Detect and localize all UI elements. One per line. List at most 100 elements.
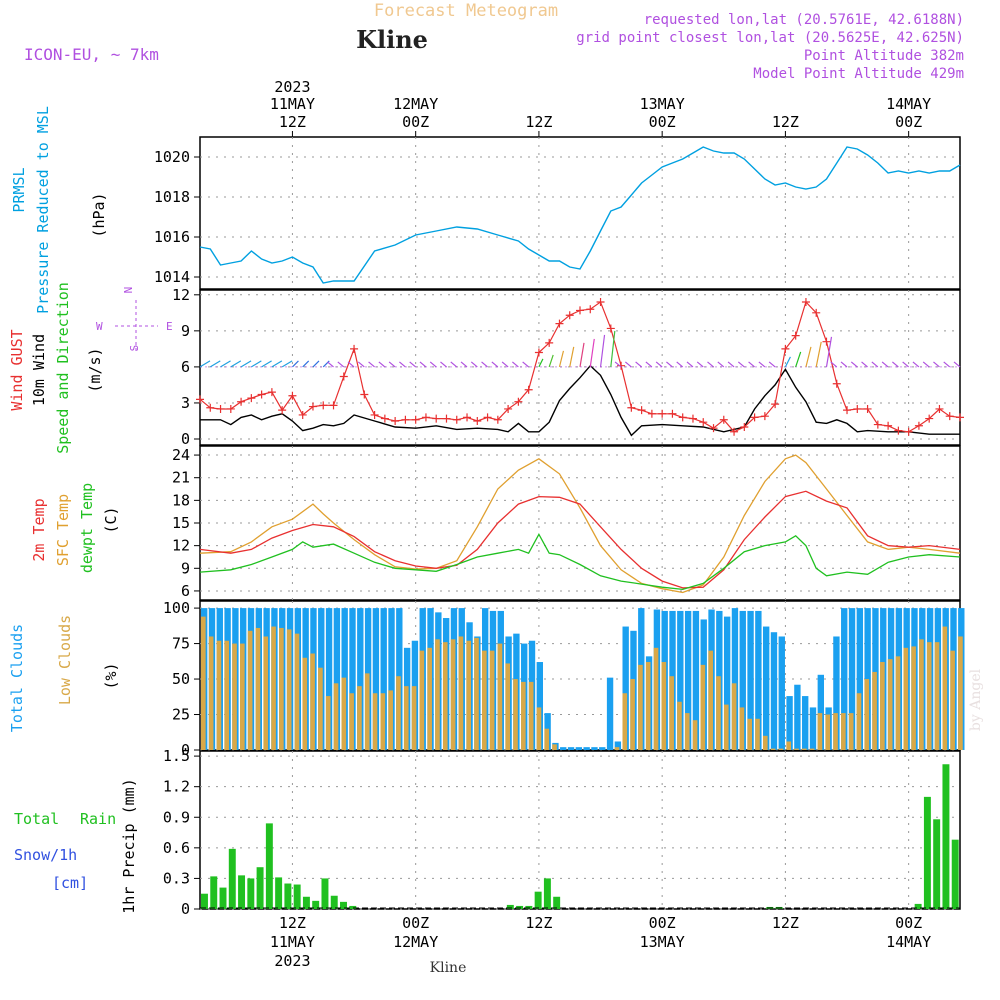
temp-tick-label: 6: [181, 582, 190, 600]
wind-direction-arrow: [357, 361, 365, 368]
low-clouds-bar: [809, 748, 815, 750]
location-name: Kline: [356, 25, 428, 54]
temp-label-3: dewpt Temp: [78, 483, 96, 573]
precip-label-total: Total: [14, 810, 59, 828]
low-clouds-bar: [505, 663, 511, 750]
low-clouds-bar: [762, 735, 768, 750]
wind-gust-marker: [606, 324, 615, 333]
wind-gust-marker: [452, 415, 461, 424]
compass-e: E: [166, 320, 173, 333]
wind-gust-marker: [401, 415, 410, 424]
total-clouds-bar: [536, 662, 543, 750]
wind-gust-marker: [565, 311, 574, 320]
precip-tick-label: 0: [181, 900, 190, 918]
wind-direction-arrow: [850, 361, 858, 368]
total-clouds-bar: [591, 747, 598, 750]
wind-gust-marker: [442, 414, 451, 423]
precip-label-rain: Rain: [80, 810, 116, 828]
wind-gust-marker: [925, 414, 934, 423]
bottom-year-label: 2023: [274, 952, 310, 970]
top-date-label: 11MAY: [270, 95, 315, 113]
wind-direction-arrow: [655, 361, 663, 368]
precip-bar: [942, 764, 950, 909]
wind-direction-arrow: [717, 361, 725, 368]
wind-gust-marker: [576, 306, 584, 315]
wind-gust-marker: [709, 424, 718, 433]
total-clouds-bar: [575, 747, 583, 750]
pressure-tick-label: 1014: [154, 268, 190, 286]
low-clouds-bar: [958, 636, 963, 750]
precip-bar: [349, 905, 357, 909]
low-clouds-bar: [614, 747, 620, 750]
wind-direction-arrow: [337, 361, 345, 368]
footer-location: Kline: [430, 960, 467, 976]
precip-bar: [238, 875, 246, 909]
chart-title: Forecast Meteogram: [374, 1, 558, 21]
wind-direction-arrow: [696, 361, 704, 368]
total-clouds-bar: [786, 696, 793, 750]
wind-direction-arrow: [599, 334, 606, 367]
wind-gust-marker: [791, 331, 800, 340]
low-clouds-bar: [411, 686, 417, 750]
low-clouds-bar: [825, 714, 831, 750]
precip-bar: [951, 839, 959, 909]
low-clouds-bar: [872, 671, 877, 750]
low-clouds-bar: [302, 657, 308, 750]
low-clouds-bar: [841, 713, 846, 750]
wind-label-2: 10m Wind: [30, 334, 48, 406]
wind-direction-arrow: [825, 336, 833, 367]
precip-bar: [923, 796, 931, 909]
total-clouds-bar: [802, 696, 809, 750]
wind-direction-arrow: [538, 358, 544, 368]
wind-gust-marker: [832, 379, 841, 388]
low-clouds-bar: [294, 633, 300, 750]
low-clouds-bar: [895, 656, 901, 750]
clouds-tick-label: 25: [172, 706, 190, 724]
low-clouds-bar: [880, 662, 885, 750]
low-clouds-bar: [201, 616, 206, 750]
clouds-tick-label: 100: [163, 599, 190, 617]
sfc-temp-line: [199, 454, 961, 594]
precip-tick-label: 0.3: [163, 869, 190, 887]
wind-tick-label: 6: [181, 358, 190, 376]
precip-bar: [534, 891, 542, 909]
wind-direction-arrow: [645, 361, 653, 368]
low-clouds-bar: [887, 659, 893, 750]
wind-direction-arrow: [261, 360, 272, 368]
pressure-tick-label: 1020: [154, 148, 190, 166]
compass-rose: W E N S: [96, 287, 173, 352]
total-clouds-bar: [747, 610, 754, 750]
low-clouds-bar: [638, 664, 643, 750]
wind-direction-arrow: [614, 361, 622, 368]
top-year-label: 2023: [274, 78, 310, 96]
wind-gust-marker: [945, 412, 954, 421]
bottom-date-label: 13MAY: [640, 933, 685, 951]
wind-gust-marker: [411, 415, 420, 424]
total-clouds-bar: [622, 626, 629, 750]
total-clouds-bar: [560, 747, 567, 750]
wind-direction-arrow: [378, 361, 386, 368]
wind-direction-arrow: [409, 361, 417, 368]
top-hour-label: 12Z: [772, 113, 799, 131]
wind-gust-marker: [956, 413, 964, 422]
wind-gust-marker: [493, 415, 502, 424]
precip-bar: [330, 895, 338, 909]
wind-gust-marker: [853, 404, 862, 413]
low-clouds-bar: [208, 636, 214, 750]
low-clouds-bar: [357, 686, 362, 750]
wind-direction-arrow: [758, 361, 766, 368]
bottom-hour-label: 00Z: [402, 914, 429, 932]
wind-gust-marker: [360, 390, 369, 399]
wind-direction-arrow: [399, 361, 406, 368]
wind-gust-marker: [534, 348, 543, 357]
wind-direction-arrow: [470, 361, 478, 368]
wind-gust-marker: [647, 409, 656, 418]
wind-direction-arrow: [922, 361, 930, 368]
top-hour-label: 00Z: [402, 113, 429, 131]
wind-direction-arrow: [666, 361, 673, 368]
precip-bar: [256, 867, 264, 909]
compass-w: W: [96, 320, 103, 333]
low-clouds-bar: [481, 650, 487, 750]
low-clouds-bar: [364, 673, 370, 750]
precip-label-cm: [cm]: [52, 874, 88, 892]
